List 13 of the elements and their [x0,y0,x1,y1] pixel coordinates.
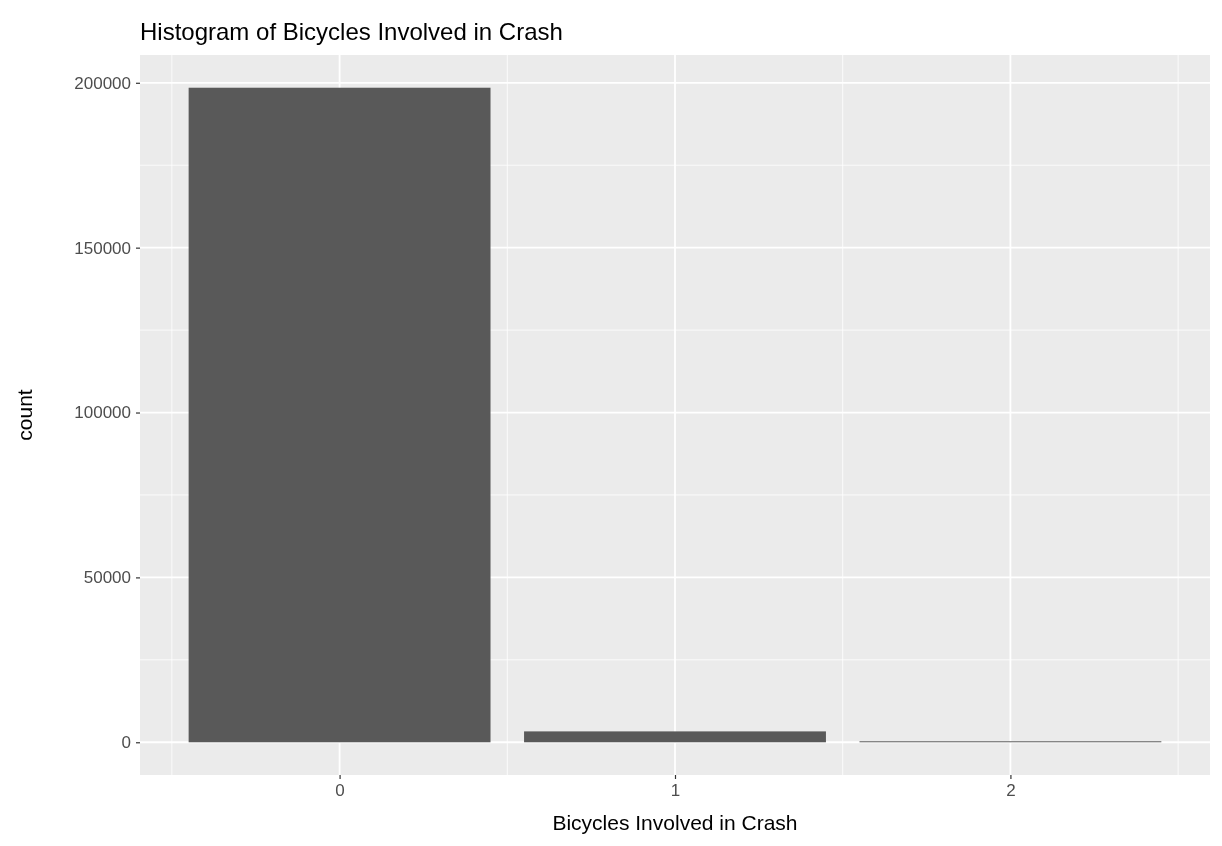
bar [188,87,491,743]
x-axis-title: Bicycles Involved in Crash [552,811,798,834]
x-tick-label: 0 [335,781,345,801]
y-axis-title: count [13,389,36,441]
x-tick-label: 2 [1006,781,1016,801]
bar [524,731,826,743]
y-tick-label: 200000 [74,73,131,93]
y-tick-label: 0 [121,733,131,753]
y-tick-label: 100000 [74,403,131,423]
y-tick-label: 50000 [83,568,131,588]
y-tick-label: 150000 [74,238,131,258]
x-tick-label: 1 [670,781,681,801]
chart-title: Histogram of Bicycles Involved in Crash [140,18,563,45]
